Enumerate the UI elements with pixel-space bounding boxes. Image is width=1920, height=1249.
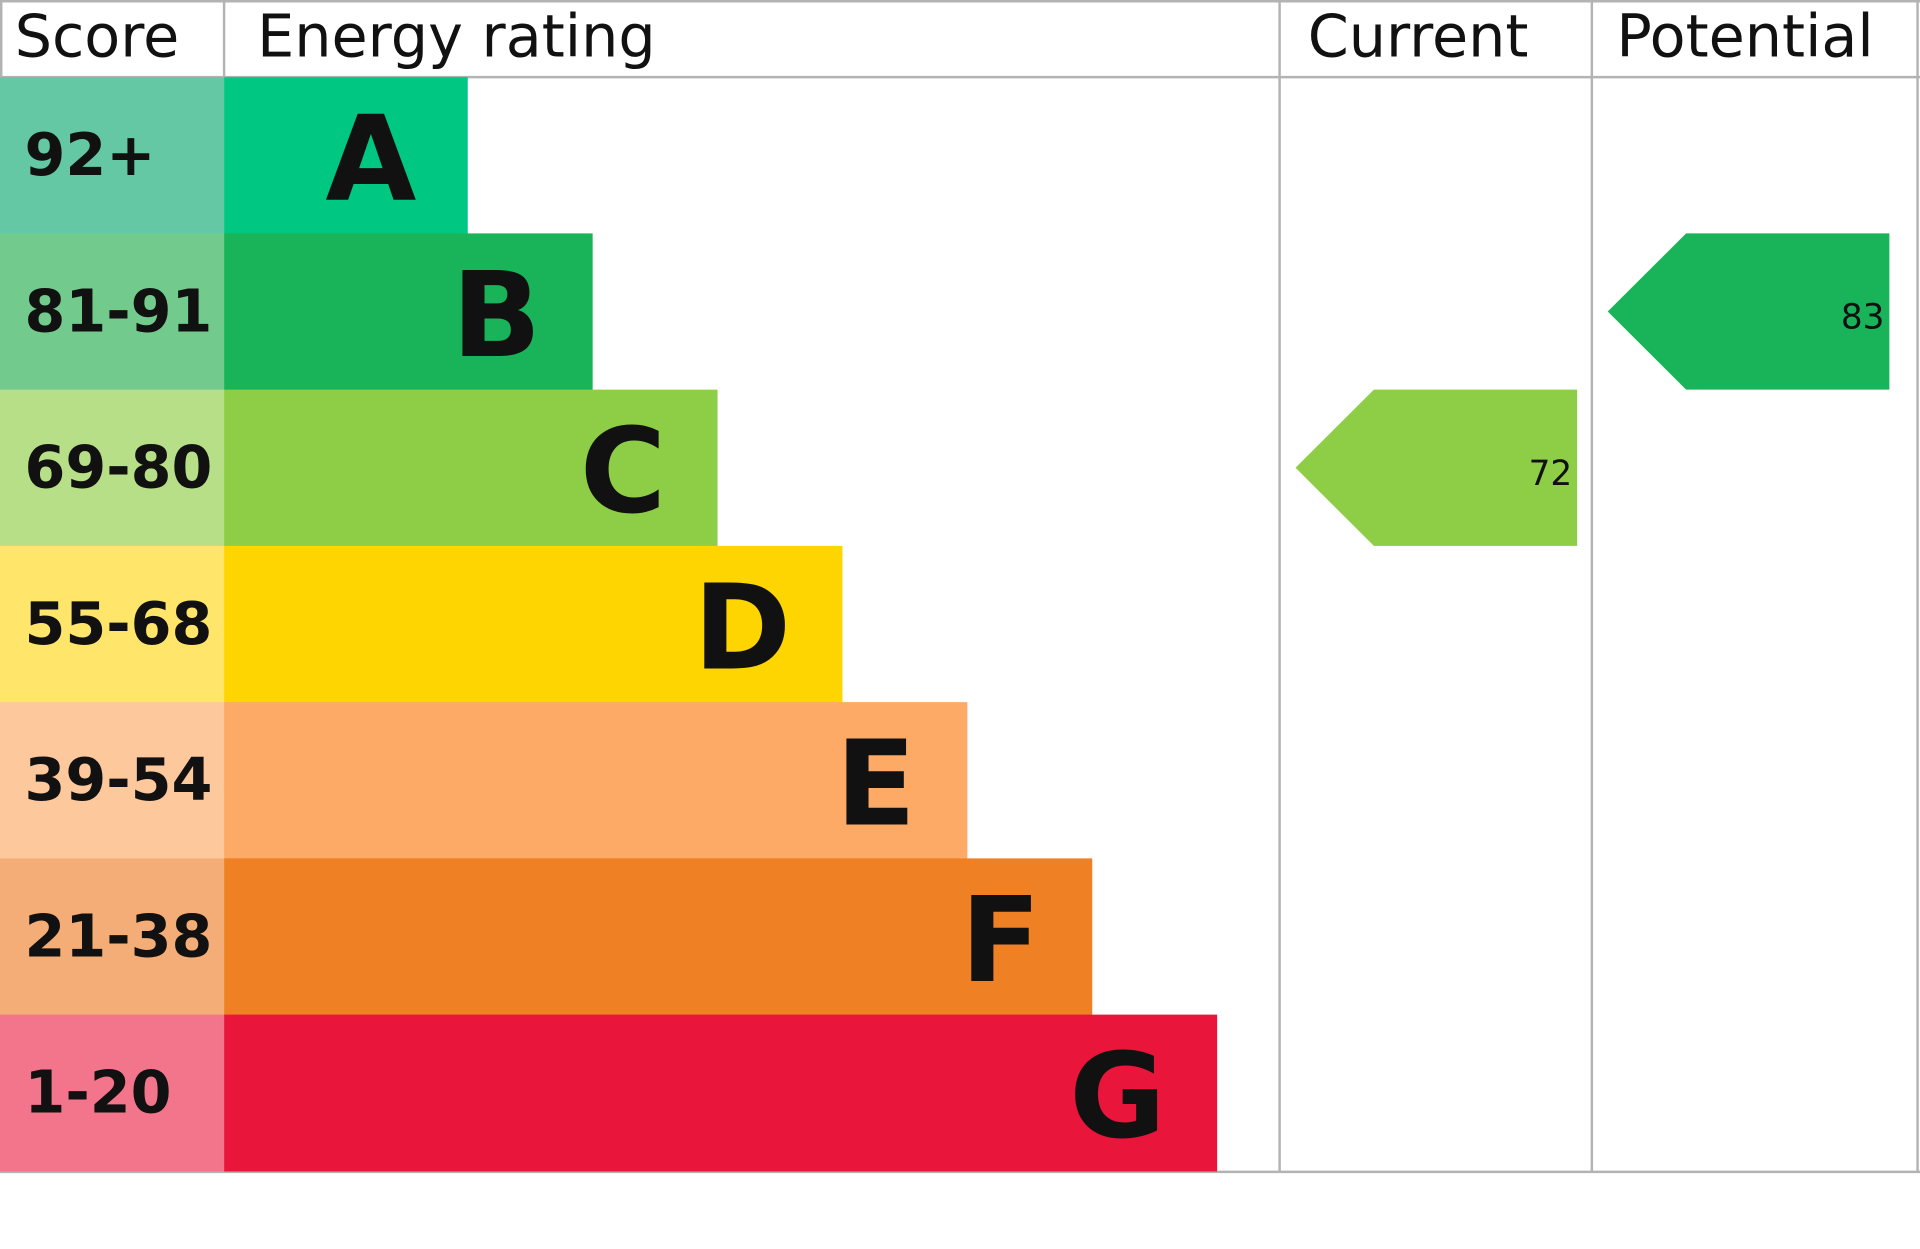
header-potential: Potential (1616, 1, 1873, 70)
potential-arrow-shape (1607, 233, 1890, 390)
rating-bar (224, 702, 968, 859)
band-d: 55-68 D (0, 545, 843, 703)
score-cell (0, 389, 225, 547)
potential-value: 83 (1841, 298, 1885, 338)
rating-bar (224, 77, 468, 235)
band-a: 92+ A (0, 77, 468, 235)
rating-bar (224, 233, 593, 391)
rating-letter: A (325, 91, 416, 228)
score-range: 69-80 (24, 433, 212, 502)
score-cell (0, 233, 225, 391)
score-cell (0, 545, 225, 703)
rating-bar (224, 1014, 1218, 1172)
band-g: 1-20 G (0, 1014, 1218, 1172)
header-score: Score (15, 1, 180, 70)
score-range: 81-91 (24, 276, 212, 345)
current-rating-arrow: 72 (1295, 389, 1578, 546)
score-cell (0, 1014, 225, 1172)
rating-letter: C (580, 403, 666, 540)
header-current: Current (1308, 1, 1529, 70)
score-range: 39-54 (24, 745, 212, 814)
score-range: 21-38 (24, 901, 212, 970)
rating-bar (224, 545, 843, 703)
band-f: 21-38 F (0, 858, 1093, 1016)
score-range: 92+ (24, 120, 155, 189)
score-cell (0, 702, 225, 859)
rating-bar (224, 389, 718, 547)
band-c: 69-80 C (0, 389, 718, 547)
current-value: 72 (1529, 454, 1573, 494)
score-range: 1-20 (24, 1058, 171, 1127)
score-range: 55-68 (24, 589, 212, 658)
rating-bar (224, 858, 1093, 1016)
score-cell (0, 77, 225, 235)
rating-letter: G (1069, 1028, 1165, 1165)
band-b: 81-91 B (0, 233, 593, 391)
band-e: 39-54 E (0, 702, 968, 859)
rating-letter: E (836, 716, 916, 853)
header-energy-rating: Energy rating (257, 1, 656, 70)
arrows: 72 83 (1295, 233, 1890, 546)
rating-letter: B (452, 247, 542, 384)
potential-rating-arrow: 83 (1607, 233, 1890, 390)
score-cell (0, 858, 225, 1016)
bands: 92+ A 81-91 B 69-80 C 55-68 D 39-54 E 21-38 F 1-20 G (0, 77, 1218, 1172)
rating-letter: D (693, 559, 791, 696)
rating-letter: F (961, 872, 1041, 1009)
current-arrow-shape (1295, 389, 1578, 546)
